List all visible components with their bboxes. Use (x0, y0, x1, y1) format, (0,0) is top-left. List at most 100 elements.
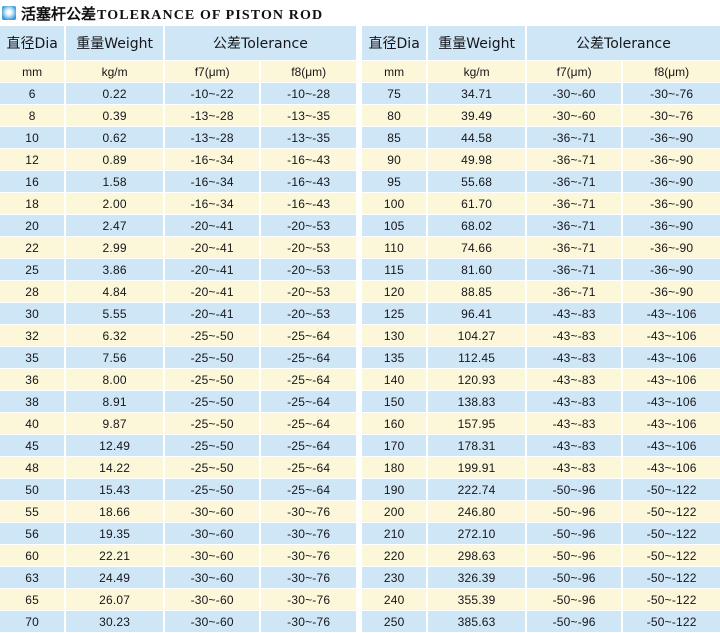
cell-f8-right: -50~-122 (623, 501, 720, 523)
cell-weight-left: 18.66 (66, 501, 165, 523)
cell-dia-left: 50 (0, 479, 67, 501)
table-row: 50 15.43 -25~-50 -25~-64 190 222.74 -50~-96 -50… (0, 479, 720, 501)
cell-weight-right: 49.98 (428, 149, 527, 171)
cell-weight-left: 1.58 (66, 171, 165, 193)
cell-f7-left: -30~-60 (164, 523, 262, 545)
cell-weight-left: 12.49 (66, 435, 165, 457)
cell-f7-right: -43~-83 (526, 369, 624, 391)
cell-f7-left: -25~-50 (164, 347, 262, 369)
cell-dia-right: 220 (361, 545, 429, 567)
header-dia-left: 直径Dia (0, 26, 67, 61)
cell-dia-left: 56 (0, 523, 67, 545)
cell-dia-right: 85 (361, 127, 429, 149)
cell-dia-left: 32 (0, 325, 67, 347)
cell-weight-left: 24.49 (66, 567, 165, 589)
cell-f7-right: -43~-83 (526, 457, 624, 479)
column-group-gap (357, 26, 362, 61)
cell-f8-left: -20~-53 (261, 303, 358, 325)
cell-dia-left: 60 (0, 545, 67, 567)
table-row: 32 6.32 -25~-50 -25~-64 130 104.27 -43~-83 -43~… (0, 325, 720, 347)
cell-f7-right: -50~-96 (526, 523, 624, 545)
cell-weight-right: 178.31 (428, 435, 527, 457)
column-group-gap (357, 391, 362, 413)
cell-f7-left: -20~-41 (164, 303, 262, 325)
table-row: 65 26.07 -30~-60 -30~-76 240 355.39 -50~-96 -50… (0, 589, 720, 611)
column-group-gap (357, 369, 362, 391)
cell-f8-right: -43~-106 (623, 369, 720, 391)
cell-f7-left: -16~-34 (164, 149, 262, 171)
table-row: 38 8.91 -25~-50 -25~-64 150 138.83 -43~-83 -43~… (0, 391, 720, 413)
cell-f8-left: -16~-43 (261, 171, 358, 193)
cell-weight-right: 157.95 (428, 413, 527, 435)
cell-f8-right: -36~-90 (623, 237, 720, 259)
page-title-english: TOLERANCE OF PISTON ROD (97, 7, 324, 23)
cell-f8-left: -25~-64 (261, 325, 358, 347)
cell-f8-right: -50~-122 (623, 567, 720, 589)
column-group-gap (357, 523, 362, 545)
cell-weight-left: 8.00 (66, 369, 165, 391)
cell-dia-left: 22 (0, 237, 67, 259)
cell-f8-right: -50~-122 (623, 589, 720, 611)
table-row: 55 18.66 -30~-60 -30~-76 200 246.80 -50~-96 -50… (0, 501, 720, 523)
cell-dia-left: 28 (0, 281, 67, 303)
cell-weight-right: 68.02 (428, 215, 527, 237)
table-row: 16 1.58 -16~-34 -16~-43 95 55.68 -36~-71 -36~-9… (0, 171, 720, 193)
cell-dia-left: 48 (0, 457, 67, 479)
cell-f7-right: -43~-83 (526, 303, 624, 325)
cell-dia-right: 90 (361, 149, 429, 171)
cell-dia-right: 115 (361, 259, 429, 281)
cell-weight-left: 7.56 (66, 347, 165, 369)
cell-weight-right: 138.83 (428, 391, 527, 413)
cell-dia-left: 45 (0, 435, 67, 457)
column-group-gap (357, 457, 362, 479)
blue-square-glow-icon (2, 6, 16, 20)
cell-weight-right: 246.80 (428, 501, 527, 523)
piston-rod-tolerance-table: 直径Dia 重量Weight 公差Tolerance 直径Dia 重量Weigh… (0, 26, 720, 633)
cell-f7-right: -43~-83 (526, 391, 624, 413)
cell-f8-left: -25~-64 (261, 457, 358, 479)
cell-f8-right: -36~-90 (623, 215, 720, 237)
column-group-gap (357, 259, 362, 281)
table-row: 18 2.00 -16~-34 -16~-43 100 61.70 -36~-71 -36~-… (0, 193, 720, 215)
cell-f7-right: -36~-71 (526, 127, 624, 149)
table-row: 56 19.35 -30~-60 -30~-76 210 272.10 -50~-96 -50… (0, 523, 720, 545)
cell-weight-left: 15.43 (66, 479, 165, 501)
cell-weight-right: 112.45 (428, 347, 527, 369)
column-group-gap (357, 83, 362, 105)
cell-f8-right: -30~-76 (623, 105, 720, 127)
cell-weight-left: 5.55 (66, 303, 165, 325)
unit-dia-right: mm (361, 61, 429, 83)
column-group-gap (357, 237, 362, 259)
cell-dia-right: 240 (361, 589, 429, 611)
cell-f8-left: -16~-43 (261, 193, 358, 215)
cell-weight-left: 0.89 (66, 149, 165, 171)
cell-f8-left: -30~-76 (261, 545, 358, 567)
column-group-gap (357, 413, 362, 435)
cell-dia-right: 130 (361, 325, 429, 347)
cell-weight-left: 4.84 (66, 281, 165, 303)
cell-f8-left: -25~-64 (261, 435, 358, 457)
cell-weight-left: 30.23 (66, 611, 165, 633)
cell-f7-right: -50~-96 (526, 545, 624, 567)
cell-f7-right: -36~-71 (526, 193, 624, 215)
cell-weight-right: 298.63 (428, 545, 527, 567)
cell-dia-left: 12 (0, 149, 67, 171)
table-row: 70 30.23 -30~-60 -30~-76 250 385.63 -50~-96 -50… (0, 611, 720, 633)
cell-f8-right: -50~-122 (623, 611, 720, 633)
cell-f7-right: -43~-83 (526, 435, 624, 457)
column-group-gap (357, 281, 362, 303)
cell-f8-right: -43~-106 (623, 391, 720, 413)
cell-dia-right: 125 (361, 303, 429, 325)
cell-dia-left: 20 (0, 215, 67, 237)
column-group-gap (357, 149, 362, 171)
cell-weight-right: 96.41 (428, 303, 527, 325)
cell-weight-right: 199.91 (428, 457, 527, 479)
cell-f8-right: -43~-106 (623, 435, 720, 457)
cell-f7-left: -13~-28 (164, 105, 262, 127)
cell-dia-left: 65 (0, 589, 67, 611)
cell-f7-right: -43~-83 (526, 325, 624, 347)
cell-f8-right: -36~-90 (623, 127, 720, 149)
cell-f7-left: -25~-50 (164, 413, 262, 435)
cell-dia-left: 55 (0, 501, 67, 523)
table-row: 35 7.56 -25~-50 -25~-64 135 112.45 -43~-83 -43~… (0, 347, 720, 369)
